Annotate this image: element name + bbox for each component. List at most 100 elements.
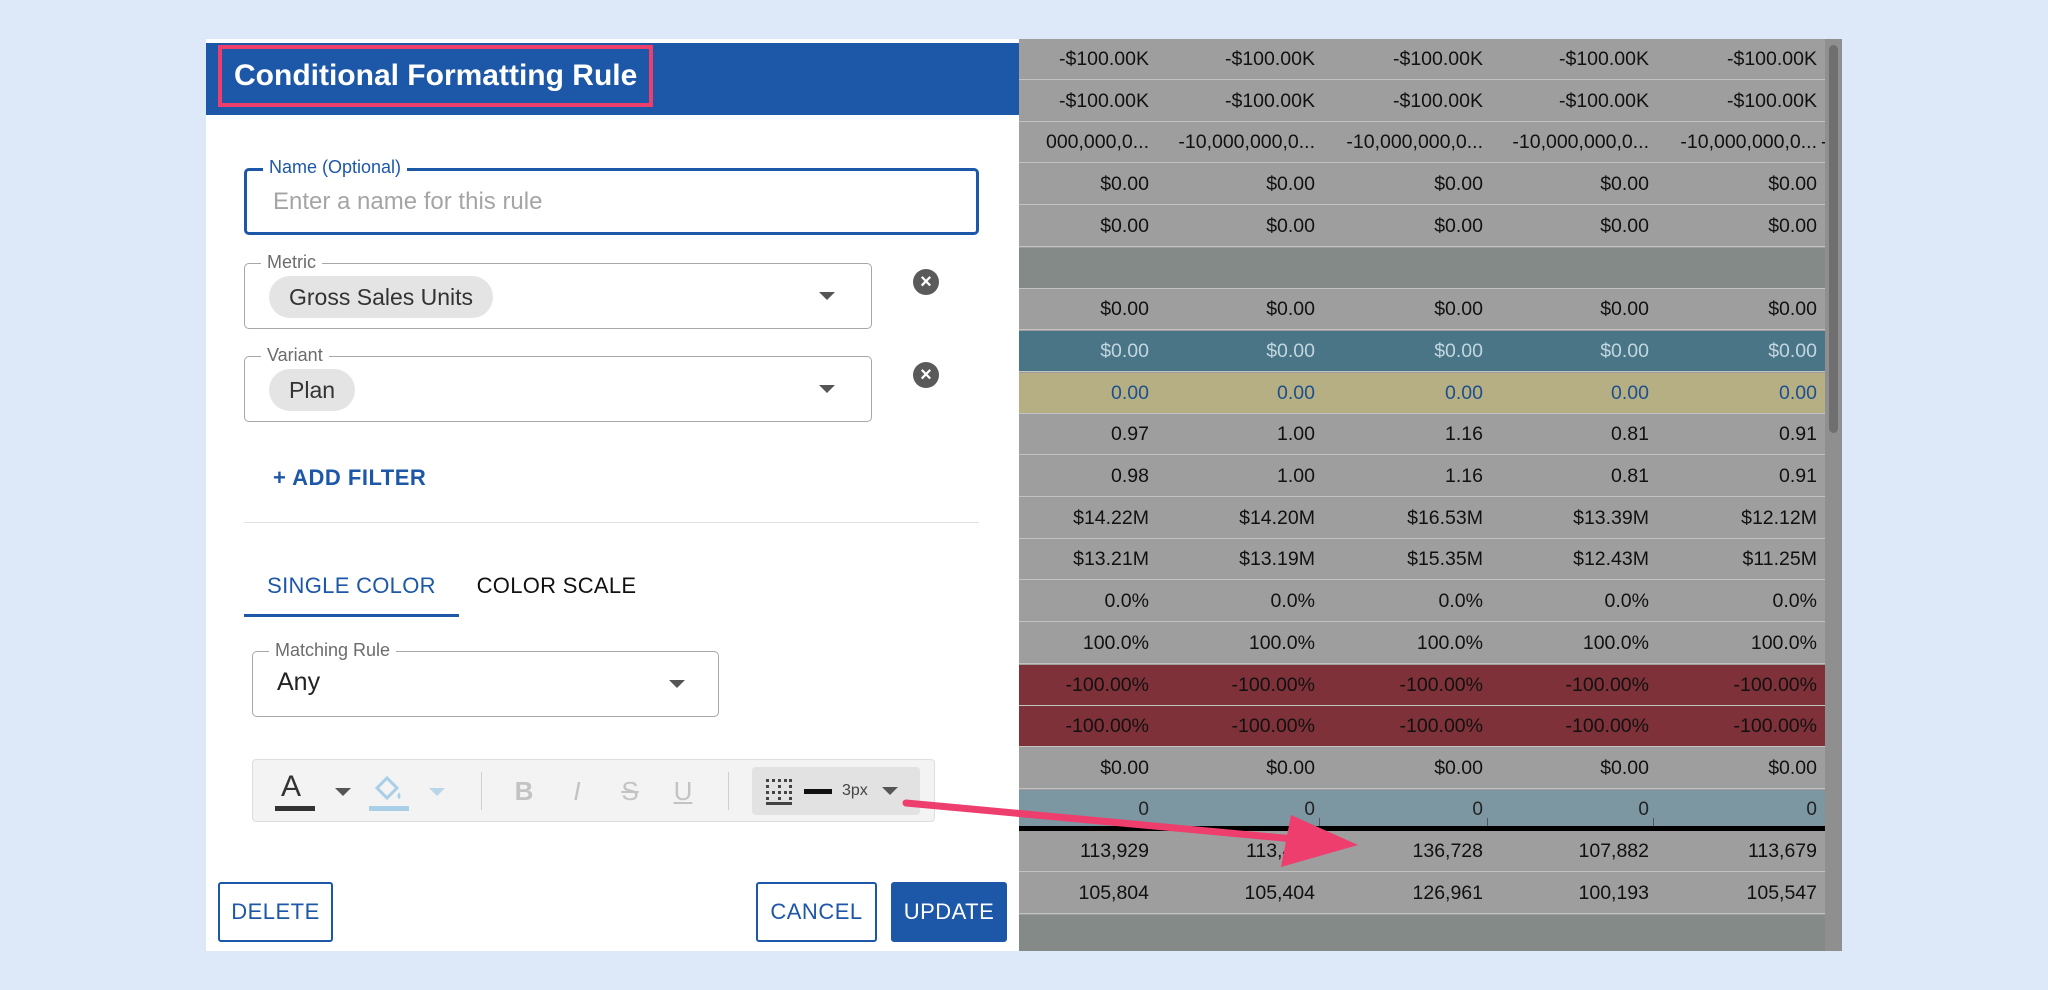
spreadsheet-cell[interactable]: -100.00% [1065, 715, 1149, 738]
fill-bucket-icon[interactable] [367, 768, 411, 812]
spreadsheet-cell[interactable]: -$100.00K [1727, 48, 1817, 70]
spreadsheet-cell[interactable]: 0 [1304, 798, 1315, 820]
spreadsheet-cell[interactable] [1319, 915, 1487, 951]
spreadsheet-cell[interactable]: -$100.00K [1059, 89, 1149, 112]
spreadsheet-cell[interactable]: 0.00 [1611, 381, 1649, 404]
spreadsheet-cell[interactable]: $12.12M [1741, 506, 1817, 529]
vertical-scrollbar[interactable] [1825, 39, 1842, 951]
italic-button[interactable]: I [573, 776, 581, 806]
spreadsheet-cell[interactable]: 113,470 [1245, 840, 1315, 863]
spreadsheet-cell[interactable]: 105,804 [1078, 882, 1150, 904]
spreadsheet-cell[interactable]: $11.25M [1742, 548, 1817, 571]
spreadsheet-cell[interactable]: 0 [1638, 798, 1649, 820]
spreadsheet-cell[interactable] [1487, 248, 1653, 288]
spreadsheet-cell[interactable] [1653, 248, 1821, 288]
spreadsheet-cell[interactable]: $16.53M [1407, 506, 1483, 529]
spreadsheet-cell[interactable]: -$100.00K [1225, 89, 1315, 112]
chevron-down-icon[interactable] [819, 292, 835, 300]
spreadsheet-cell[interactable]: $13.19M [1239, 548, 1315, 571]
spreadsheet-cell[interactable]: $0.00 [1434, 298, 1483, 321]
scrollbar-thumb[interactable] [1829, 45, 1838, 433]
spreadsheet-cell[interactable]: -100.00% [1399, 715, 1483, 738]
spreadsheet-cell[interactable]: -100.00% [1565, 673, 1649, 696]
spreadsheet-cell[interactable]: 0.97 [1111, 423, 1149, 446]
spreadsheet-cell[interactable]: $0.00 [1100, 298, 1149, 321]
spreadsheet-cell[interactable]: 1.00 [1277, 423, 1315, 446]
spreadsheet-cell[interactable]: 100.0% [1750, 631, 1817, 654]
spreadsheet-cell[interactable]: $0.00 [1768, 173, 1817, 196]
spreadsheet-cell[interactable]: -100.00% [1065, 673, 1149, 696]
spreadsheet-cell[interactable]: $0.00 [1266, 339, 1315, 362]
metric-select[interactable]: Metric Gross Sales Units [244, 252, 872, 329]
spreadsheet-cell[interactable]: -$100.00K [1225, 48, 1315, 70]
spreadsheet-cell[interactable]: $0.00 [1600, 756, 1649, 779]
strikethrough-button[interactable]: S [621, 776, 639, 806]
spreadsheet-cell[interactable]: -$100.00K [1059, 48, 1149, 70]
spreadsheet-cell[interactable]: $0.00 [1266, 214, 1315, 237]
spreadsheet-cell[interactable]: 0.0% [1270, 590, 1315, 613]
spreadsheet-cell[interactable]: 1.16 [1445, 465, 1483, 487]
spreadsheet-cell[interactable]: 000,000,0... [1045, 131, 1149, 154]
spreadsheet-cell[interactable]: 0.81 [1611, 465, 1649, 487]
spreadsheet-cell[interactable]: 100,193 [1578, 882, 1650, 904]
spreadsheet-cell[interactable]: $0.00 [1768, 298, 1817, 321]
spreadsheet-cell[interactable]: -100.00% [1231, 673, 1315, 696]
spreadsheet-cell[interactable]: 0.0% [1104, 590, 1149, 613]
spreadsheet-cell[interactable]: $13.39M [1573, 506, 1649, 529]
spreadsheet-cell[interactable]: 126,961 [1412, 882, 1484, 904]
spreadsheet-cell[interactable]: 100.0% [1248, 631, 1315, 654]
spreadsheet-cell[interactable]: $0.00 [1434, 214, 1483, 237]
border-style-control[interactable]: 3px [752, 767, 920, 815]
spreadsheet-cell[interactable]: $12.43M [1573, 548, 1649, 571]
spreadsheet-cell[interactable]: -100.00% [1231, 715, 1315, 738]
chevron-down-icon[interactable] [819, 385, 835, 393]
spreadsheet-cell[interactable]: 0.91 [1779, 423, 1817, 446]
spreadsheet-cell[interactable]: 100.0% [1582, 631, 1649, 654]
spreadsheet-cell[interactable]: -$100.00K [1559, 89, 1649, 112]
spreadsheet-cell[interactable]: -$100.00K [1393, 48, 1483, 70]
spreadsheet-cell[interactable]: $15.35M [1407, 548, 1483, 571]
fill-color-chevron-down-icon[interactable] [429, 788, 445, 796]
clear-variant-icon[interactable]: × [913, 362, 939, 388]
spreadsheet-cell[interactable]: 105,404 [1244, 882, 1316, 904]
spreadsheet-cell[interactable]: $0.00 [1600, 339, 1649, 362]
spreadsheet-cell[interactable]: $0.00 [1768, 214, 1817, 237]
spreadsheet-cell[interactable]: $0.00 [1266, 756, 1315, 779]
spreadsheet-cell[interactable]: $0.00 [1266, 298, 1315, 321]
spreadsheet-cell[interactable]: $0.00 [1434, 756, 1483, 779]
spreadsheet-cell[interactable]: $13.21M [1073, 548, 1149, 571]
spreadsheet-cell[interactable]: 0 [1472, 798, 1483, 820]
spreadsheet-cell[interactable]: 0.0% [1772, 590, 1817, 613]
spreadsheet-cell[interactable]: -100.00% [1733, 715, 1817, 738]
spreadsheet-cell[interactable]: $14.20M [1239, 506, 1315, 529]
spreadsheet-cell[interactable]: 105,547 [1746, 882, 1818, 904]
spreadsheet-cell[interactable]: $14.22M [1073, 506, 1149, 529]
spreadsheet-cell[interactable]: $0.00 [1600, 214, 1649, 237]
name-field[interactable]: Name (Optional) [244, 157, 979, 235]
spreadsheet-cell[interactable]: 100.0% [1082, 631, 1149, 654]
spreadsheet-cell[interactable] [1019, 915, 1153, 951]
spreadsheet-cell[interactable]: $0.00 [1600, 173, 1649, 196]
spreadsheet-cell[interactable]: -10,000,000,0... [1178, 131, 1315, 154]
border-width-chevron-down-icon[interactable] [882, 787, 898, 795]
spreadsheet-cell[interactable]: 136,728 [1412, 840, 1484, 863]
spreadsheet-cell[interactable] [1153, 248, 1319, 288]
chevron-down-icon[interactable] [669, 680, 685, 688]
spreadsheet-cell[interactable]: $0.00 [1434, 339, 1483, 362]
spreadsheet-cell[interactable]: -10,000,000,0... [1680, 131, 1817, 154]
spreadsheet-cell[interactable] [1019, 248, 1153, 288]
text-color-icon[interactable]: A [273, 768, 317, 812]
spreadsheet-cell[interactable]: 0.00 [1111, 381, 1149, 404]
spreadsheet-cell[interactable]: 0 [1806, 798, 1817, 820]
spreadsheet-cell[interactable]: 0.81 [1611, 423, 1649, 446]
spreadsheet-cell[interactable]: 113,929 [1079, 840, 1149, 863]
spreadsheet-cell[interactable]: 0.00 [1277, 381, 1315, 404]
spreadsheet-cell[interactable]: 113,679 [1747, 840, 1817, 863]
spreadsheet-cell[interactable]: 0 [1138, 798, 1149, 820]
spreadsheet-cell[interactable]: -$100.00K [1393, 89, 1483, 112]
spreadsheet-cell[interactable] [1153, 915, 1319, 951]
spreadsheet-cell[interactable]: -$100.00K [1727, 89, 1817, 112]
spreadsheet-cell[interactable]: 1.16 [1445, 423, 1483, 446]
update-button[interactable]: UPDATE [891, 882, 1007, 942]
spreadsheet-cell[interactable] [1653, 915, 1821, 951]
